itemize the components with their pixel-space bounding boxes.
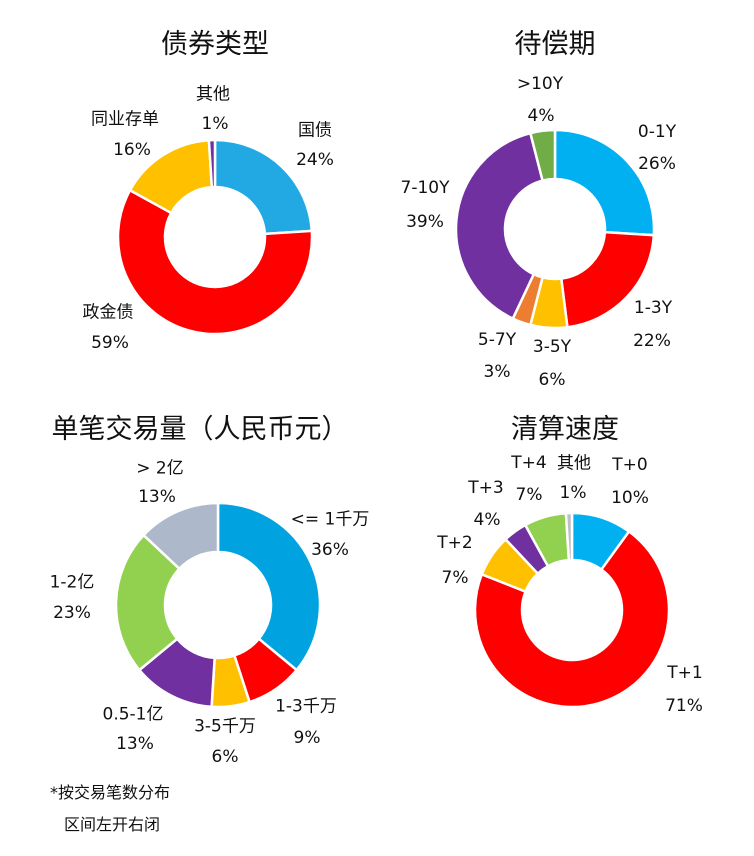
data-label: 24% <box>296 150 334 170</box>
data-label: 13% <box>138 487 176 507</box>
chart-title-trade-size: 单笔交易量（人民币元） <box>51 414 349 445</box>
data-label: 10% <box>611 488 649 508</box>
category-label: 1-3千万 <box>275 696 337 717</box>
data-label: 22% <box>633 331 671 351</box>
category-label: 其他 <box>557 453 591 474</box>
donut-slice-1-1 <box>559 230 656 329</box>
category-label: T+3 <box>468 478 504 498</box>
donut-slice-2-5 <box>141 501 220 571</box>
footnote: 区间左开右闭 <box>64 815 161 834</box>
donut-slice-0-3 <box>207 138 217 189</box>
category-label: 1-3Y <box>633 298 673 318</box>
donut-slice-3-1 <box>473 529 671 709</box>
donut-slice-1-4 <box>454 131 545 321</box>
chart-title-bond-type: 债券类型 <box>161 29 269 60</box>
data-label: 23% <box>53 603 91 623</box>
data-label: 13% <box>116 734 154 754</box>
data-label: 36% <box>311 540 349 560</box>
donut-slice-2-4 <box>114 533 182 672</box>
category-label: 政金债 <box>82 302 134 323</box>
category-label: T+0 <box>612 455 648 475</box>
data-label: 6% <box>538 370 566 390</box>
data-label: 4% <box>527 106 555 126</box>
category-label: 其他 <box>196 84 230 105</box>
data-label: 59% <box>91 333 129 353</box>
donut-slice-0-1 <box>116 188 314 336</box>
data-label: 1% <box>201 114 229 134</box>
category-label: 7-10Y <box>400 178 450 198</box>
data-label: 7% <box>441 568 469 588</box>
category-label: 1-2亿 <box>49 572 95 593</box>
category-label: 5-7Y <box>477 330 517 350</box>
category-label: 3-5Y <box>532 337 572 357</box>
category-label: T+4 <box>511 453 547 473</box>
category-label: 同业存单 <box>91 109 159 130</box>
category-label: >10Y <box>516 74 564 94</box>
footnote: *按交易笔数分布 <box>50 783 171 802</box>
data-label: 26% <box>638 154 676 174</box>
donut-slice-2-0 <box>216 501 322 672</box>
data-label: 3% <box>483 362 511 382</box>
data-label: 71% <box>665 696 703 716</box>
donut-slice-1-5 <box>528 128 557 183</box>
category-label: <= 1千万 <box>290 509 370 530</box>
chart-title-maturity: 待偿期 <box>514 29 596 60</box>
category-label: T+2 <box>437 533 473 553</box>
chart-title-settlement: 清算速度 <box>511 414 619 445</box>
category-label: 国债 <box>298 120 332 141</box>
data-label: 7% <box>515 485 543 505</box>
data-label: 16% <box>113 140 151 160</box>
data-label: 1% <box>559 483 587 503</box>
category-label: T+1 <box>667 663 703 683</box>
data-label: 39% <box>406 212 444 232</box>
data-label: 6% <box>211 747 239 767</box>
category-label: 3-5千万 <box>194 716 256 737</box>
category-label: > 2亿 <box>136 458 184 479</box>
data-label: 4% <box>473 510 501 530</box>
category-label: 0-1Y <box>637 122 677 142</box>
donut-slice-0-0 <box>213 138 314 236</box>
donut-slice-3-5 <box>564 511 574 562</box>
data-label: 9% <box>293 728 321 748</box>
donut-slice-1-0 <box>553 128 656 237</box>
category-label: 0.5-1亿 <box>102 704 164 725</box>
